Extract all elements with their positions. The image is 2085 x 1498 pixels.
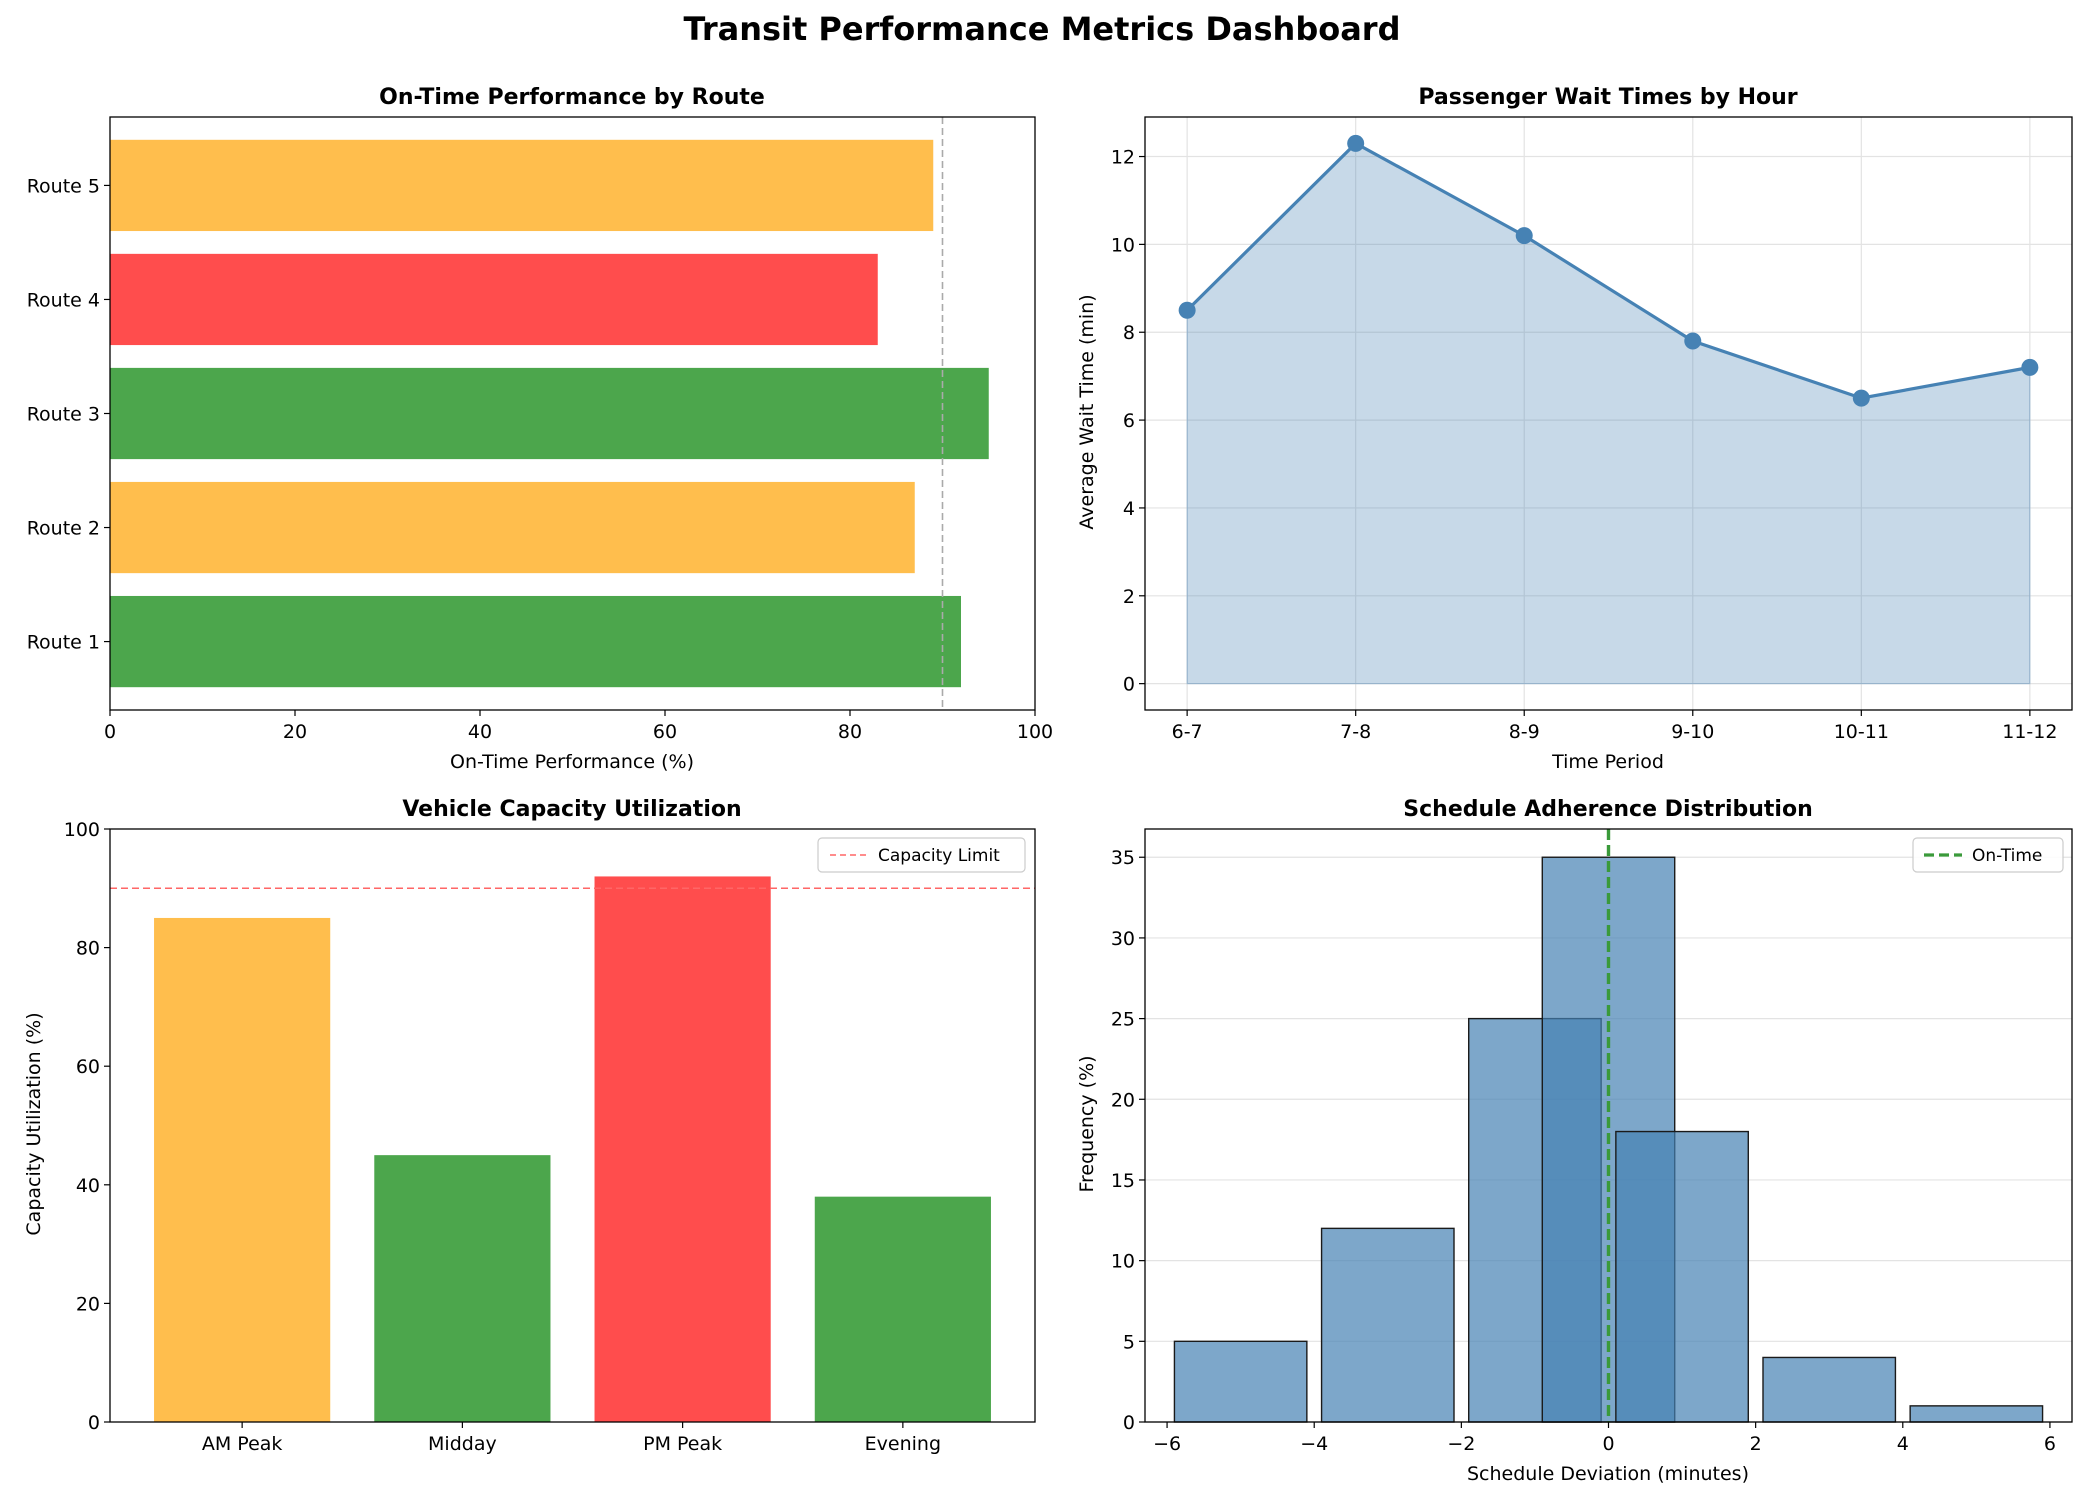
x-tick-label: −6	[1153, 1433, 1181, 1455]
capacity-bar	[814, 1196, 991, 1422]
period-tick-label: 7-8	[1340, 721, 1371, 743]
capacity-bar	[154, 917, 331, 1422]
histogram-bin	[1320, 1227, 1455, 1423]
wait-data-point	[1852, 389, 1870, 407]
legend-box	[817, 837, 1026, 873]
x-tick-label: 0	[104, 721, 116, 743]
wait-chart-title: Passenger Wait Times by Hour	[1418, 85, 1797, 110]
y-tick-label: 0	[88, 1412, 100, 1434]
wait-x-axis-label: Time Period	[1551, 751, 1664, 773]
plot-frame	[1144, 116, 2073, 711]
y-tick-label: 6	[1123, 410, 1135, 432]
wait-data-point	[1515, 227, 1533, 245]
capacity-bar	[374, 1155, 551, 1422]
x-tick-label: 60	[653, 721, 677, 743]
period-tick-label: 8-9	[1509, 721, 1540, 743]
ontime-bar	[110, 595, 961, 688]
period-tick-label: Midday	[428, 1433, 497, 1455]
x-tick-label: 80	[838, 721, 862, 743]
ontime-chart-title: On-Time Performance by Route	[379, 85, 765, 110]
route-tick-label: Route 5	[27, 175, 100, 197]
y-tick-label: 20	[76, 1293, 100, 1315]
ontime-bar	[110, 367, 989, 460]
x-tick-label: 4	[1897, 1433, 1909, 1455]
period-tick-label: 9-10	[1671, 721, 1714, 743]
wait-data-point	[1347, 134, 1365, 152]
y-tick-label: 2	[1123, 586, 1135, 608]
adherence-x-axis-label: Schedule Deviation (minutes)	[1467, 1463, 1749, 1485]
x-tick-label: 6	[2044, 1433, 2056, 1455]
route-tick-label: Route 4	[27, 289, 100, 311]
legend-label: Capacity Limit	[878, 846, 1000, 866]
y-tick-label: 10	[1111, 234, 1135, 256]
period-tick-label: Evening	[865, 1433, 941, 1455]
x-tick-label: 100	[1017, 721, 1053, 743]
period-tick-label: PM Peak	[643, 1433, 722, 1455]
ontime-x-axis-label: On-Time Performance (%)	[450, 751, 694, 773]
y-tick-label: 20	[1111, 1089, 1135, 1111]
y-tick-label: 100	[64, 819, 100, 841]
period-tick-label: 6-7	[1172, 721, 1203, 743]
period-tick-label: AM Peak	[202, 1433, 283, 1455]
ontime-bar	[110, 139, 934, 232]
wait-data-point	[1684, 332, 1702, 350]
wait-area-fill	[1186, 142, 2031, 685]
wait-data-point	[1178, 301, 1196, 319]
x-tick-label: 40	[468, 721, 492, 743]
capacity-bar	[594, 876, 771, 1422]
y-tick-label: 12	[1111, 147, 1135, 169]
ontime-bar	[110, 253, 878, 346]
y-tick-label: 60	[76, 1056, 100, 1078]
x-tick-label: 2	[1750, 1433, 1762, 1455]
route-tick-label: Route 2	[27, 518, 100, 540]
route-tick-label: Route 3	[27, 404, 100, 426]
legend-label: On-Time	[1972, 846, 2042, 866]
y-tick-label: 10	[1111, 1251, 1135, 1273]
wait-time-panel: Passenger Wait Times by Hour 0 2 4 6 8 10 12 6-…	[1076, 85, 2073, 773]
dashboard-title: Transit Performance Metrics Dashboard	[684, 10, 1401, 48]
capacity-chart-title: Vehicle Capacity Utilization	[402, 797, 741, 822]
adherence-y-axis-label: Frequency (%)	[1076, 1055, 1098, 1192]
histogram-bin	[1173, 1340, 1308, 1423]
capacity-legend: Capacity Limit	[817, 837, 1026, 873]
y-tick-label: 0	[1123, 674, 1135, 696]
y-tick-label: 4	[1123, 498, 1135, 520]
x-tick-label: 20	[283, 721, 307, 743]
y-tick-label: 8	[1123, 322, 1135, 344]
y-tick-label: 35	[1111, 847, 1135, 869]
x-tick-label: −4	[1300, 1433, 1328, 1455]
adherence-panel: Schedule Adherence Distribution 05101520…	[1076, 797, 2073, 1485]
y-tick-label: 25	[1111, 1009, 1135, 1031]
histogram-bin	[1909, 1405, 2044, 1423]
y-tick-label: 40	[76, 1175, 100, 1197]
y-tick-label: 5	[1123, 1331, 1135, 1353]
x-tick-label: −2	[1447, 1433, 1475, 1455]
wait-series-line	[1186, 141, 2031, 400]
y-tick-label: 0	[1123, 1412, 1135, 1434]
ontime-panel: On-Time Performance by Route Route 1 Rout…	[27, 85, 1053, 773]
wait-y-axis-label: Average Wait Time (min)	[1076, 294, 1098, 529]
x-tick-label: 0	[1602, 1433, 1614, 1455]
period-tick-label: 10-11	[1834, 721, 1889, 743]
y-tick-label: 80	[76, 938, 100, 960]
y-tick-label: 30	[1111, 928, 1135, 950]
histogram-bin	[1615, 1130, 1749, 1423]
adherence-legend: On-Time	[1912, 837, 2064, 873]
wait-data-point	[2021, 358, 2039, 376]
route-tick-label: Route 1	[27, 632, 100, 654]
adherence-chart-title: Schedule Adherence Distribution	[1403, 797, 1812, 822]
capacity-y-axis-label: Capacity Utilization (%)	[23, 1012, 45, 1235]
histogram-bin	[1762, 1356, 1897, 1423]
y-tick-label: 15	[1111, 1170, 1135, 1192]
capacity-panel: Vehicle Capacity Utilization 0 20 40 60 80 10…	[23, 797, 1036, 1455]
period-tick-label: 11-12	[2002, 721, 2057, 743]
plot-frame	[109, 828, 1036, 1423]
ontime-bar	[110, 481, 915, 574]
legend-box	[1912, 837, 2064, 873]
